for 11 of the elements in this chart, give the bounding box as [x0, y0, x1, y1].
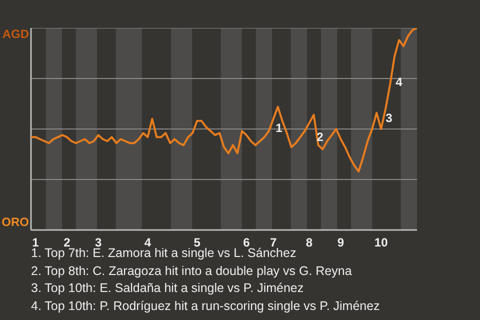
text: 4. Top 10th: P. Rodríguez hit a run-scoring single vs P. Jiménez: [31, 298, 380, 315]
x-tick-label: 8: [306, 236, 313, 250]
text: AGD: [2, 27, 30, 41]
text: 2. Top 8th: C. Zaragoza hit into a double play vs G. Reyna: [31, 262, 353, 280]
annotation: 1: [276, 121, 283, 135]
x-tick-label: 9: [337, 236, 344, 250]
text: 3. Top 10th: E. Saldaña hit a single vs P. Jiménez: [31, 280, 305, 297]
text: ORO: [2, 215, 29, 229]
annotation: 3: [386, 111, 393, 125]
x-tick-label: 10: [374, 236, 388, 250]
annotation: 4: [396, 75, 403, 89]
